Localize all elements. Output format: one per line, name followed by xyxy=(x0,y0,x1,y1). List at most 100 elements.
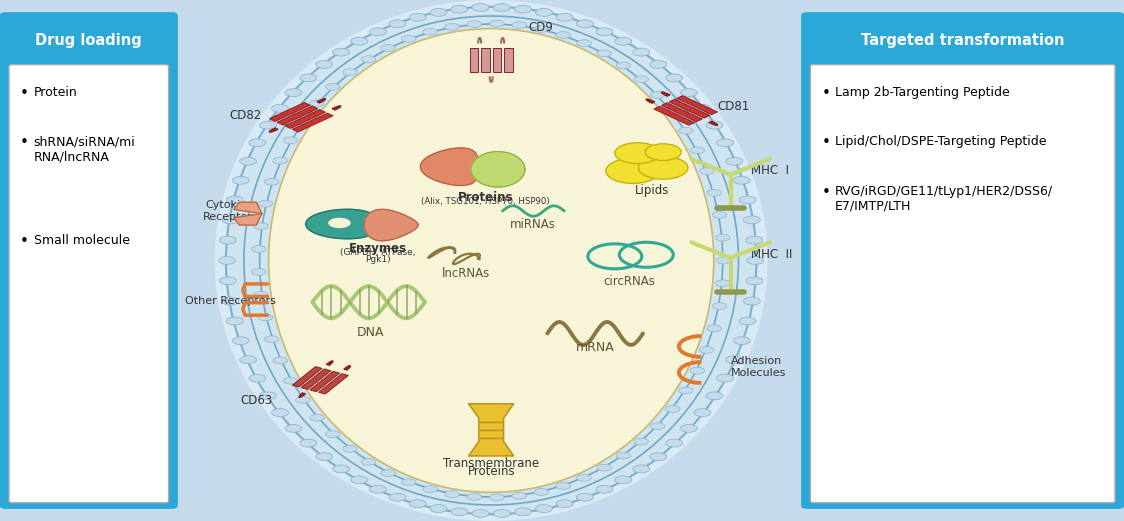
Circle shape xyxy=(351,38,368,45)
Circle shape xyxy=(645,144,681,160)
Circle shape xyxy=(370,28,387,35)
Circle shape xyxy=(451,5,468,13)
Circle shape xyxy=(264,336,279,343)
Circle shape xyxy=(740,196,756,204)
Circle shape xyxy=(223,216,239,224)
Text: mRNA: mRNA xyxy=(577,341,615,354)
Circle shape xyxy=(511,492,526,499)
Circle shape xyxy=(259,201,273,207)
Text: •: • xyxy=(822,135,831,151)
Circle shape xyxy=(615,143,660,164)
Text: •: • xyxy=(822,86,831,101)
Circle shape xyxy=(651,92,665,98)
Circle shape xyxy=(239,356,256,364)
Circle shape xyxy=(694,105,710,113)
Circle shape xyxy=(555,32,570,39)
Circle shape xyxy=(743,216,760,224)
Text: lncRNAs: lncRNAs xyxy=(443,267,490,280)
Text: (GAPDH, ATPase,: (GAPDH, ATPase, xyxy=(339,248,416,257)
Bar xyxy=(662,103,702,121)
Circle shape xyxy=(223,297,239,305)
Circle shape xyxy=(254,223,269,230)
Circle shape xyxy=(429,505,446,513)
Circle shape xyxy=(650,453,667,461)
Circle shape xyxy=(351,476,368,483)
Polygon shape xyxy=(420,148,479,185)
Text: (Alix, TSG101, HSP70, HSP90): (Alix, TSG101, HSP70, HSP90) xyxy=(422,197,550,206)
Circle shape xyxy=(633,465,650,473)
Text: Protein: Protein xyxy=(34,86,78,99)
Circle shape xyxy=(409,500,426,507)
Polygon shape xyxy=(469,404,514,456)
Circle shape xyxy=(248,374,265,382)
Circle shape xyxy=(638,156,688,179)
Circle shape xyxy=(326,83,341,90)
Circle shape xyxy=(252,268,266,275)
Circle shape xyxy=(577,40,591,46)
Circle shape xyxy=(606,158,660,183)
Polygon shape xyxy=(306,209,374,239)
Circle shape xyxy=(490,20,505,27)
Bar xyxy=(310,371,339,392)
Text: Enzymes: Enzymes xyxy=(348,242,407,255)
Circle shape xyxy=(706,121,723,129)
Circle shape xyxy=(726,157,743,165)
Circle shape xyxy=(534,489,549,495)
Text: Proteins: Proteins xyxy=(457,191,514,204)
Circle shape xyxy=(536,8,553,16)
Circle shape xyxy=(536,505,553,513)
Text: •: • xyxy=(20,86,29,101)
Bar xyxy=(270,103,310,121)
Circle shape xyxy=(743,297,760,305)
Circle shape xyxy=(699,346,714,353)
Circle shape xyxy=(343,69,357,76)
Circle shape xyxy=(310,414,325,421)
Circle shape xyxy=(239,157,256,165)
Circle shape xyxy=(733,177,750,184)
Circle shape xyxy=(733,337,750,344)
Circle shape xyxy=(361,56,375,63)
Circle shape xyxy=(577,475,591,481)
Circle shape xyxy=(300,439,317,447)
Text: •: • xyxy=(20,135,29,151)
Circle shape xyxy=(493,4,510,11)
Circle shape xyxy=(634,76,649,83)
Text: shRNA/siRNA/mi
RNA/lncRNA: shRNA/siRNA/mi RNA/lncRNA xyxy=(34,135,136,164)
Circle shape xyxy=(296,118,310,125)
Text: CD9: CD9 xyxy=(528,21,553,34)
Circle shape xyxy=(233,177,250,184)
Circle shape xyxy=(423,486,437,493)
FancyBboxPatch shape xyxy=(810,65,1115,503)
Circle shape xyxy=(634,438,649,445)
Circle shape xyxy=(316,453,333,461)
Ellipse shape xyxy=(269,29,714,492)
Circle shape xyxy=(713,212,727,218)
Circle shape xyxy=(273,157,288,164)
Circle shape xyxy=(260,392,277,400)
FancyBboxPatch shape xyxy=(9,65,169,503)
Text: DNA: DNA xyxy=(357,326,384,339)
Bar xyxy=(669,100,709,118)
Text: CD82: CD82 xyxy=(229,109,261,122)
Circle shape xyxy=(445,491,460,498)
Bar xyxy=(492,48,501,72)
Text: Targeted transformation: Targeted transformation xyxy=(861,33,1064,48)
Text: Lipid/Chol/DSPE-Targeting Peptide: Lipid/Chol/DSPE-Targeting Peptide xyxy=(835,135,1046,148)
Polygon shape xyxy=(364,209,418,241)
Polygon shape xyxy=(234,202,262,214)
Circle shape xyxy=(285,89,302,96)
FancyBboxPatch shape xyxy=(1,14,176,507)
Circle shape xyxy=(665,74,682,82)
Ellipse shape xyxy=(215,0,768,521)
Circle shape xyxy=(272,105,289,113)
Text: MHC  I: MHC I xyxy=(751,164,789,177)
Circle shape xyxy=(254,291,269,298)
Circle shape xyxy=(468,21,482,28)
Bar xyxy=(292,113,333,132)
Circle shape xyxy=(218,256,235,264)
Circle shape xyxy=(283,377,298,384)
Circle shape xyxy=(226,196,243,204)
Circle shape xyxy=(615,38,632,45)
Circle shape xyxy=(472,4,489,11)
Circle shape xyxy=(381,45,396,52)
